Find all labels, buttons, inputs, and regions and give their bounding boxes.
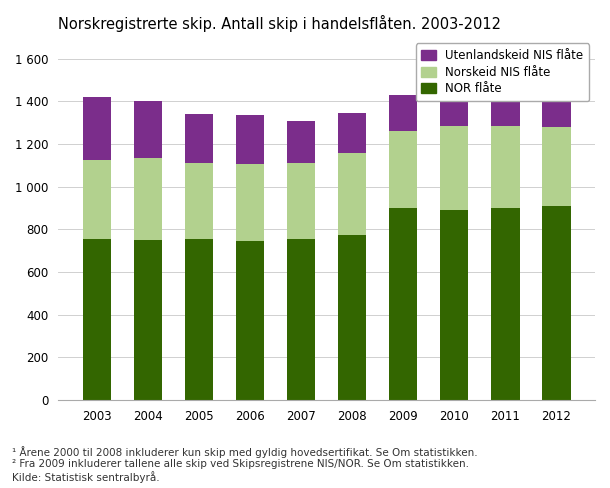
Bar (389, 208, 417, 400)
Bar (338, 153, 366, 235)
Bar (185, 163, 213, 239)
Bar (134, 158, 162, 240)
Bar (542, 102, 570, 127)
Bar (134, 102, 162, 158)
Bar (492, 126, 520, 208)
Text: ¹ Årene 2000 til 2008 inkluderer kun skip med gyldig hovedsertifikat. Se Om stat: ¹ Årene 2000 til 2008 inkluderer kun ski… (12, 446, 478, 483)
Bar (82, 160, 111, 239)
Bar (236, 115, 264, 164)
Legend: Utenlandskeid NIS flåte, Norskeid NIS flåte, NOR flåte: Utenlandskeid NIS flåte, Norskeid NIS fl… (415, 43, 589, 101)
Bar (440, 209, 468, 400)
Bar (134, 240, 162, 400)
Bar (287, 163, 315, 239)
Bar (440, 101, 468, 126)
Bar (542, 206, 570, 400)
Bar (542, 127, 570, 206)
Bar (82, 239, 111, 400)
Bar (389, 131, 417, 208)
Bar (389, 95, 417, 131)
Bar (287, 239, 315, 400)
Bar (236, 241, 264, 400)
Bar (492, 102, 520, 126)
Bar (185, 114, 213, 163)
Bar (82, 97, 111, 160)
Bar (440, 126, 468, 209)
Text: Norskregistrerte skip. Antall skip i handelsflåten. 2003-2012: Norskregistrerte skip. Antall skip i han… (58, 15, 501, 32)
Bar (338, 113, 366, 153)
Bar (185, 239, 213, 400)
Bar (287, 121, 315, 163)
Bar (492, 208, 520, 400)
Bar (338, 235, 366, 400)
Bar (236, 164, 264, 241)
